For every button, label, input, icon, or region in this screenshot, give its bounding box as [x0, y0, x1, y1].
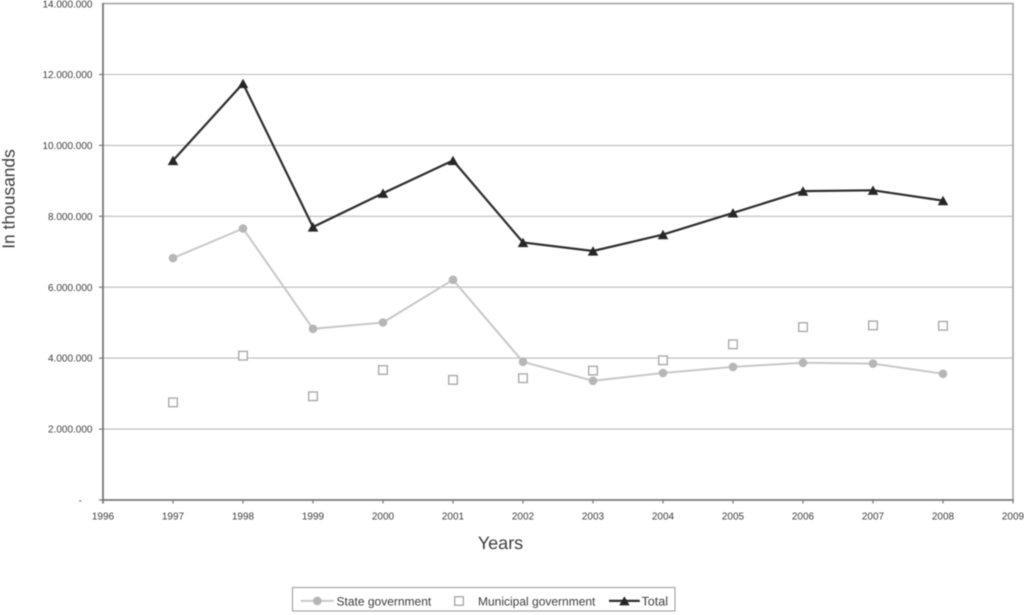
svg-text:2001: 2001: [442, 512, 465, 523]
svg-text:Municipal government: Municipal government: [478, 594, 596, 608]
svg-text:2006: 2006: [792, 512, 815, 523]
svg-text:1999: 1999: [302, 512, 325, 523]
svg-text:2000: 2000: [372, 512, 395, 523]
svg-text:Years: Years: [478, 533, 523, 553]
svg-text:1997: 1997: [162, 512, 185, 523]
svg-text:1996: 1996: [92, 512, 115, 523]
svg-text:2007: 2007: [862, 512, 885, 523]
svg-text:Total: Total: [642, 594, 669, 608]
svg-text:2003: 2003: [582, 512, 605, 523]
svg-text:In thousands: In thousands: [0, 149, 19, 249]
svg-text:12.000.000: 12.000.000: [42, 70, 92, 81]
svg-text:2.000.000: 2.000.000: [48, 425, 93, 436]
svg-text:2002: 2002: [512, 512, 535, 523]
svg-text:State government: State government: [337, 594, 432, 608]
svg-text:4.000.000: 4.000.000: [48, 354, 93, 365]
svg-text:1998: 1998: [232, 512, 255, 523]
svg-text:2005: 2005: [722, 512, 745, 523]
svg-text:14.000.000: 14.000.000: [42, 0, 92, 11]
svg-text:6.000.000: 6.000.000: [48, 283, 93, 294]
svg-text:2004: 2004: [652, 512, 675, 523]
svg-text:2008: 2008: [932, 512, 955, 523]
svg-text:10.000.000: 10.000.000: [42, 141, 92, 152]
svg-text:-: -: [79, 496, 82, 507]
svg-text:8.000.000: 8.000.000: [48, 212, 93, 223]
svg-text:2009: 2009: [1002, 512, 1024, 523]
